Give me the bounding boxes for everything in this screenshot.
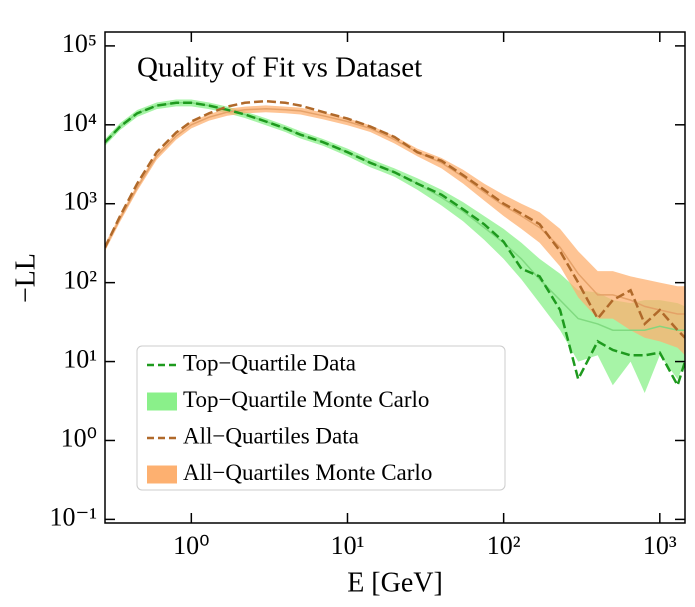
legend-label: All−Quartiles Monte Carlo [183, 460, 432, 485]
data-line [105, 99, 685, 339]
legend-label: Top−Quartile Monte Carlo [183, 387, 429, 412]
legend: Top−Quartile Data Top−Quartile Monte Carl… [136, 345, 506, 491]
frame [104, 31, 686, 524]
legend-box [136, 345, 506, 491]
y-tick-label: 10⁴ [62, 108, 97, 137]
chart-title: Quality of Fit vs Dataset [137, 52, 422, 84]
y-tick-label: 10³ [63, 187, 97, 216]
y-tick-label: 10⁰ [61, 423, 97, 452]
x-axis-label: E [GeV] [347, 567, 443, 598]
band [105, 105, 685, 356]
band [105, 99, 685, 393]
legend-swatch [147, 392, 177, 411]
y-tick-label: 10⁻¹ [49, 502, 97, 531]
y-axis-label: −LL [10, 253, 41, 303]
legend-swatch [147, 465, 177, 484]
legend-label: Top−Quartile Data [183, 350, 356, 375]
data-line [105, 101, 685, 389]
y-tick-label: 10⁵ [62, 29, 97, 58]
x-tick-label: 10¹ [331, 531, 365, 560]
legend-label: All−Quartiles Data [183, 423, 359, 448]
x-tick-label: 10⁰ [173, 531, 209, 560]
plot-area [105, 99, 685, 393]
y-tick-label: 10² [63, 266, 97, 295]
y-tick-label: 10¹ [63, 345, 97, 374]
x-tick-label: 10³ [643, 531, 677, 560]
x-tick-label: 10² [487, 531, 521, 560]
